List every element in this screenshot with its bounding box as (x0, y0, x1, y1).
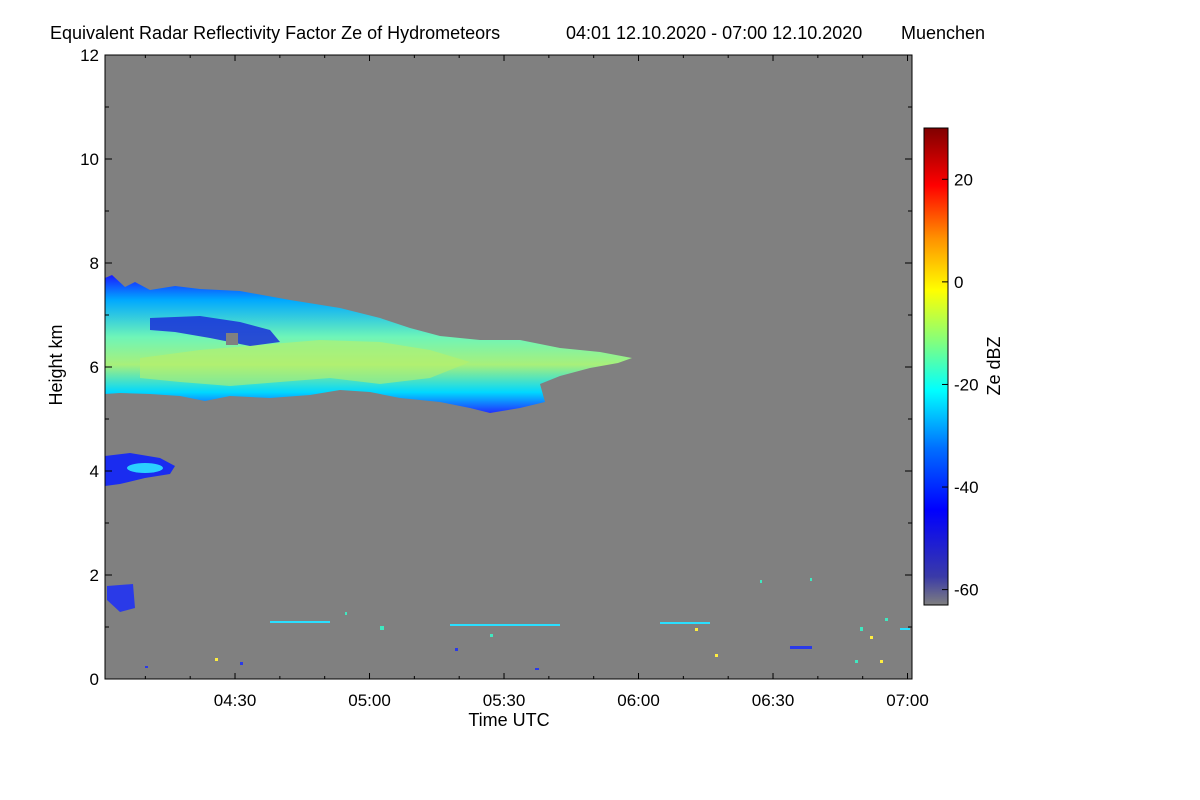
clutter-dots (145, 578, 910, 670)
y-tick-label: 0 (90, 670, 99, 689)
x-tick-label: 05:30 (483, 691, 526, 710)
y-tick-label: 8 (90, 254, 99, 273)
x-tick-label: 07:00 (886, 691, 929, 710)
cloud-core (140, 340, 470, 386)
x-tick-label: 06:00 (617, 691, 660, 710)
y-axis-label: Height km (46, 324, 66, 405)
y-tick-label: 4 (90, 462, 99, 481)
x-axis: 04:30 05:00 05:30 06:00 06:30 07:00 (144, 55, 929, 710)
y-tick-label: 10 (80, 150, 99, 169)
colorbar-tick-label: -60 (954, 581, 979, 600)
colorbar (923, 127, 949, 606)
lower-cloud-core (127, 463, 163, 473)
colorbar-label: Ze dBZ (984, 336, 1004, 395)
y-tick-label: 12 (80, 46, 99, 65)
chart-period: 04:01 12.10.2020 - 07:00 12.10.2020 (566, 23, 862, 43)
chart-location: Muenchen (901, 23, 985, 43)
colorbar-tick-label: 0 (954, 273, 963, 292)
x-axis-label: Time UTC (468, 710, 549, 730)
colorbar-tick-label: -40 (954, 478, 979, 497)
x-tick-label: 05:00 (348, 691, 391, 710)
x-tick-label: 06:30 (752, 691, 795, 710)
colorbar-tick-label: 20 (954, 170, 973, 189)
cloud-hole (226, 333, 238, 345)
surface-clutter (107, 584, 135, 612)
x-tick-label: 04:30 (214, 691, 257, 710)
y-axis: 0 2 4 6 8 10 12 (80, 46, 912, 689)
chart-title: Equivalent Radar Reflectivity Factor Ze … (50, 23, 500, 43)
colorbar-axis: -60 -40 -20 0 20 (942, 170, 979, 600)
reflectivity-field (105, 275, 910, 670)
cloud-gap-dark (150, 316, 280, 346)
y-tick-label: 2 (90, 566, 99, 585)
y-tick-label: 6 (90, 358, 99, 377)
colorbar-tick-label: -20 (954, 375, 979, 394)
